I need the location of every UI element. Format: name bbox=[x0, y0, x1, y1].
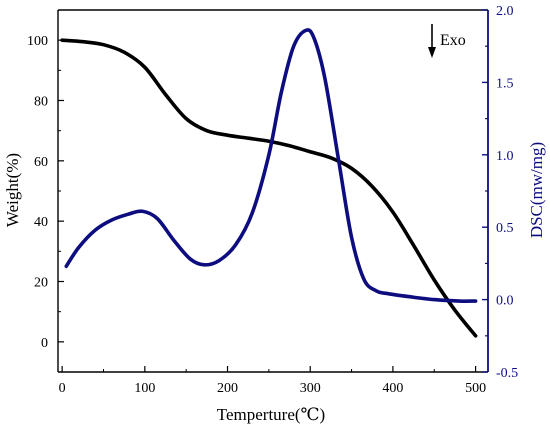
x-tick-label: 300 bbox=[300, 381, 321, 396]
y-right-tick-label: -0.5 bbox=[496, 366, 518, 381]
dsc-series-line bbox=[64, 28, 478, 303]
x-tick-label: 500 bbox=[465, 381, 486, 396]
y-right-tick-label: 1.0 bbox=[496, 149, 514, 164]
x-tick-label: 100 bbox=[134, 381, 155, 396]
x-tick-label: 200 bbox=[217, 381, 238, 396]
y-right-tick-label: 0.0 bbox=[496, 294, 514, 309]
x-axis-label: Temperture(℃) bbox=[217, 405, 325, 424]
y-left-tick-label: 0 bbox=[41, 336, 48, 351]
exo-annotation: Exo bbox=[440, 32, 466, 49]
x-tick-label: 400 bbox=[382, 381, 403, 396]
y-left-tick-label: 80 bbox=[34, 95, 48, 110]
y-axis-label-left: Weight(%) bbox=[3, 153, 22, 227]
weight-series-line bbox=[60, 38, 478, 338]
y-left-tick-label: 100 bbox=[27, 34, 48, 49]
y-left-tick-label: 20 bbox=[34, 276, 48, 291]
exo-arrow-icon bbox=[428, 24, 436, 58]
y-axis-label-right: DSC(mw/mg) bbox=[527, 142, 546, 238]
x-tick-label: 0 bbox=[59, 381, 66, 396]
y-left-tick-label: 40 bbox=[34, 215, 48, 230]
y-right-tick-label: 0.5 bbox=[496, 221, 514, 236]
y-right-tick-label: 1.5 bbox=[496, 76, 514, 91]
axis-layer: 0 100 200 300 400 500 0 20 40 60 80 100 -0.5 0.0 0.5 1.… bbox=[27, 4, 518, 396]
y-right-tick-label: 2.0 bbox=[496, 4, 514, 19]
plot-layer bbox=[60, 28, 478, 338]
y-left-tick-label: 60 bbox=[34, 155, 48, 170]
